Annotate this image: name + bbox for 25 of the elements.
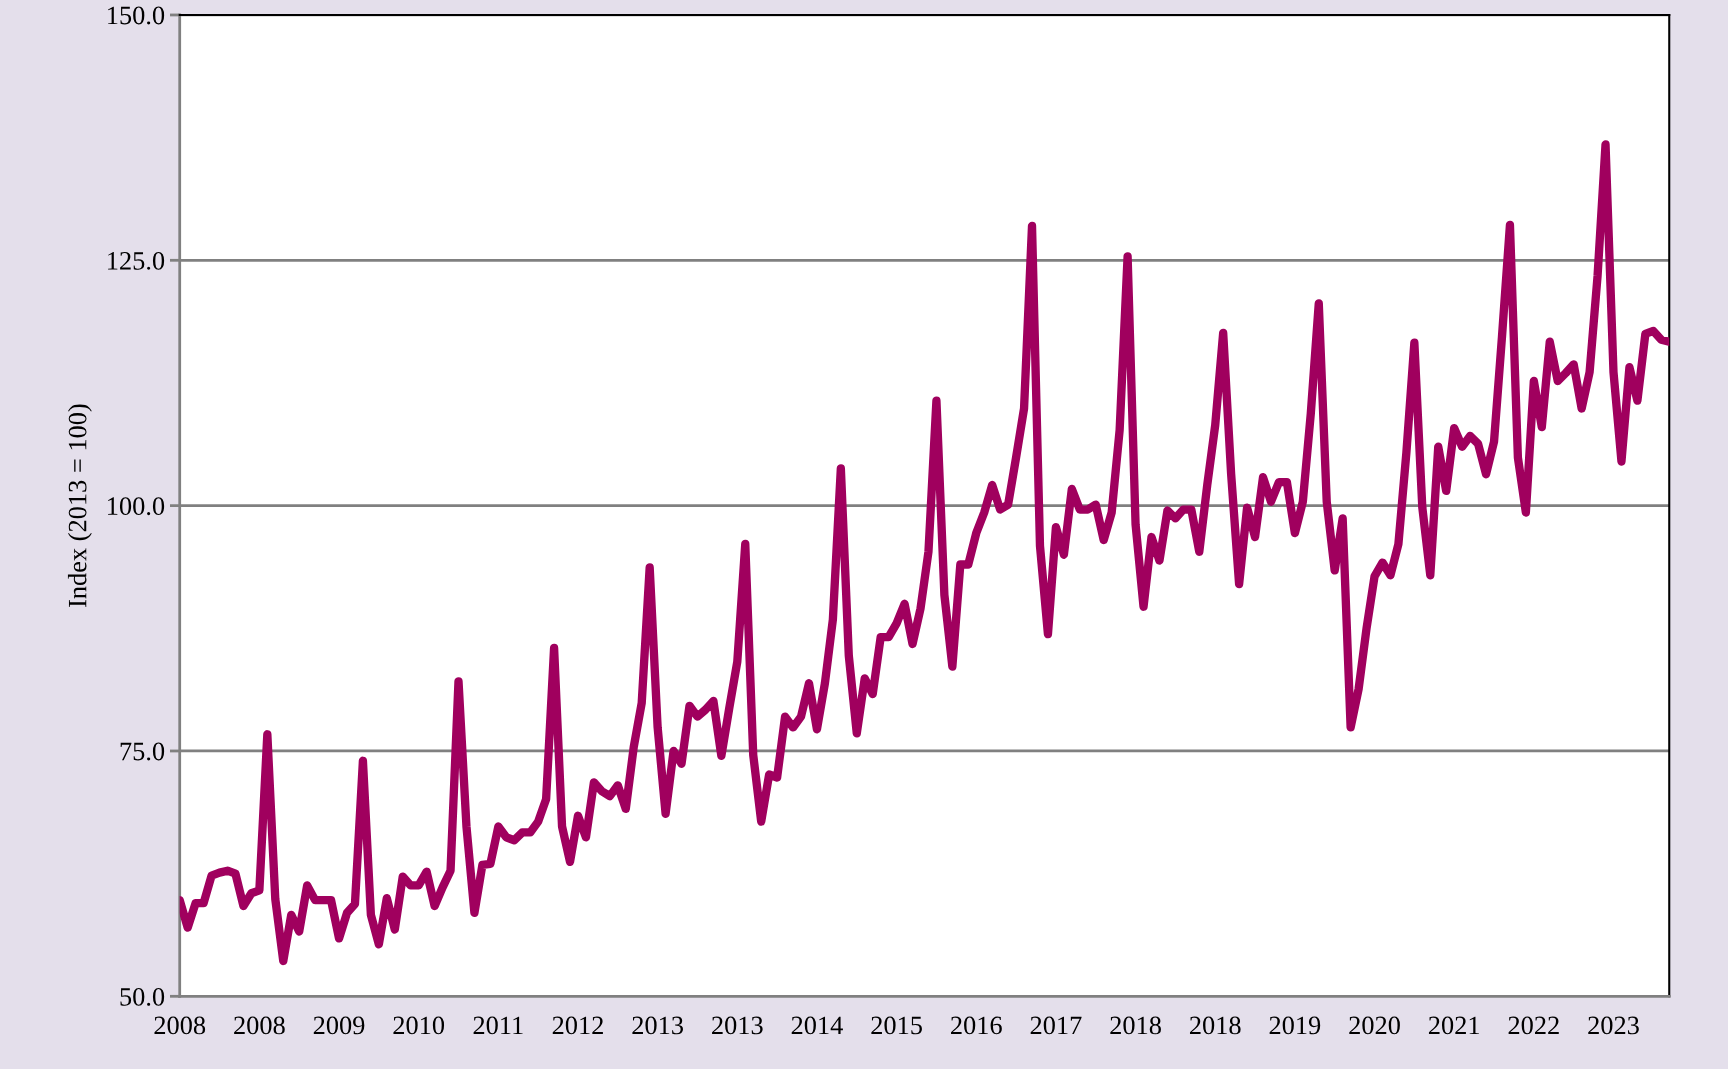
x-tick-label: 2013: [712, 1016, 763, 1035]
x-tick-label: 2019: [1269, 1016, 1321, 1035]
x-tick-label: 2012: [552, 1016, 603, 1035]
x-tick-label: 2010: [393, 1016, 445, 1035]
x-tick-label: 2020: [1349, 1016, 1400, 1035]
x-tick-label: 2023: [1588, 1016, 1639, 1035]
y-axis-title: Index (2013 = 100): [67, 404, 92, 608]
x-tick-label: 2018: [1189, 1016, 1241, 1035]
y-tick-label: 125.0: [108, 251, 165, 270]
x-tick-label: 2018: [1110, 1016, 1161, 1035]
y-tick-label: 75.0: [120, 742, 165, 761]
x-tick-label: 2013: [632, 1016, 683, 1035]
x-tick-label: 2017: [1030, 1016, 1082, 1035]
y-tick-label: 50.0: [120, 987, 165, 1006]
x-tick-label: 2016: [951, 1016, 1002, 1035]
x-tick-label: 2008: [154, 1016, 206, 1035]
y-tick-label: 100.0: [108, 497, 165, 516]
x-tick-label: 2014: [791, 1016, 843, 1035]
x-tick-label: 2015: [871, 1016, 922, 1035]
x-tick-label: 2021: [1428, 1016, 1479, 1035]
x-tick-label: 2022: [1508, 1016, 1559, 1035]
x-tick-label: 2008: [234, 1016, 285, 1035]
y-tick-label: 150.0: [108, 6, 165, 25]
x-tick-label: 2009: [313, 1016, 365, 1035]
x-tick-label: 2011: [473, 1016, 523, 1035]
